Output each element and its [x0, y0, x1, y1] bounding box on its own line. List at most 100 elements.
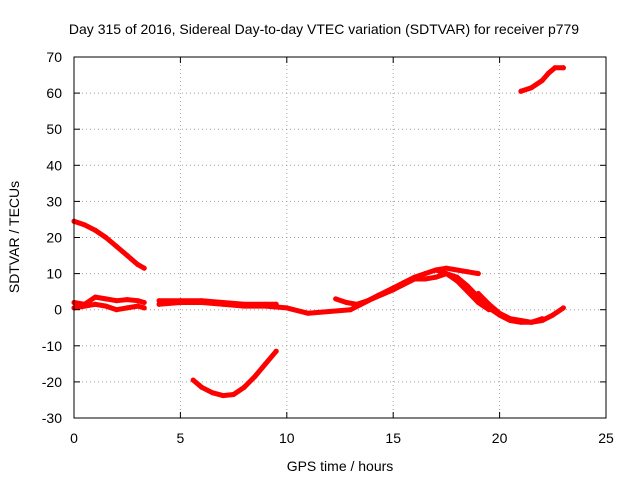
data-point	[199, 384, 205, 390]
data-point	[454, 267, 460, 273]
data-point	[539, 316, 545, 322]
data-point	[507, 316, 513, 322]
data-point	[552, 65, 558, 71]
chart-title: Day 315 of 2016, Sidereal Day-to-day VTE…	[69, 21, 579, 37]
x-tick-label: 0	[70, 430, 78, 446]
series-track-f	[333, 265, 481, 307]
data-point	[475, 271, 481, 277]
data-point	[273, 301, 279, 307]
data-point	[190, 377, 196, 383]
data-point	[114, 298, 120, 304]
axis-ticks	[73, 56, 607, 419]
x-tick-label: 25	[598, 430, 614, 446]
series-track-g	[433, 267, 492, 313]
data-point	[486, 301, 492, 307]
data-point	[92, 294, 98, 300]
y-tick-label: -30	[42, 410, 62, 426]
data-point	[443, 265, 449, 271]
data-point	[497, 310, 503, 316]
data-point	[241, 384, 247, 390]
y-tick-label: 60	[46, 85, 62, 101]
y-tick-label: 30	[46, 193, 62, 209]
data-point	[252, 374, 258, 379]
data-point	[103, 296, 109, 302]
data-series	[71, 65, 566, 399]
data-point	[156, 298, 162, 304]
data-point	[539, 78, 545, 83]
data-point	[475, 291, 481, 296]
data-point	[305, 310, 311, 316]
data-point	[560, 65, 566, 71]
x-tick-label: 15	[385, 430, 401, 446]
x-tick-labels: 0 5 10 15 20 25	[70, 430, 614, 446]
data-point	[465, 269, 471, 275]
series-track-a	[71, 218, 147, 271]
series-line	[71, 218, 147, 271]
data-point	[433, 267, 439, 273]
data-point	[529, 319, 534, 325]
y-tick-label: 0	[54, 302, 62, 318]
data-point	[284, 305, 290, 311]
data-point	[135, 303, 141, 309]
data-point	[401, 280, 407, 286]
data-point	[518, 318, 524, 323]
data-point	[454, 278, 460, 284]
data-point	[390, 285, 396, 291]
data-point	[422, 271, 428, 277]
data-point	[141, 305, 147, 311]
data-point	[263, 301, 268, 307]
data-point	[124, 305, 130, 311]
data-point	[529, 85, 534, 91]
data-point	[220, 300, 226, 305]
data-point	[114, 307, 120, 313]
data-point	[141, 265, 147, 271]
x-axis-label: GPS time / hours	[287, 458, 394, 474]
y-tick-labels: -30 -20 -10 0 10 20 30 40 50 60 70	[42, 49, 62, 426]
data-point	[92, 301, 98, 307]
data-point	[135, 298, 141, 304]
data-point	[550, 312, 556, 318]
data-point	[326, 309, 332, 314]
data-point	[135, 262, 141, 268]
x-tick-label: 20	[492, 430, 508, 446]
x-tick-label: 5	[177, 430, 185, 446]
data-point	[263, 361, 268, 367]
data-point	[475, 300, 481, 305]
y-tick-label: 10	[46, 266, 62, 282]
data-point	[412, 274, 417, 280]
data-point	[141, 300, 147, 305]
data-point	[231, 392, 237, 397]
x-tick-label: 10	[279, 430, 295, 446]
data-point	[354, 301, 360, 307]
series-line	[190, 348, 279, 399]
series-track-e	[156, 298, 279, 307]
y-tick-label: 70	[46, 49, 62, 65]
y-tick-label: -20	[42, 374, 62, 390]
data-point	[365, 298, 371, 304]
gridlines	[74, 57, 606, 418]
series-track-j	[518, 65, 566, 94]
y-tick-label: 20	[46, 230, 62, 246]
data-point	[103, 235, 109, 240]
data-point	[333, 296, 339, 302]
data-point	[82, 303, 88, 309]
y-tick-label: 40	[46, 157, 62, 173]
data-point	[375, 292, 381, 298]
series-track-c	[71, 301, 147, 313]
data-point	[241, 301, 247, 307]
data-point	[220, 393, 226, 399]
data-point	[124, 297, 130, 303]
data-point	[103, 303, 109, 309]
y-tick-label: -10	[42, 338, 62, 354]
data-point	[199, 298, 205, 304]
y-axis-label: SDTVAR / TECUs	[6, 181, 22, 293]
data-point	[518, 88, 524, 94]
data-point	[82, 222, 88, 228]
data-point	[560, 305, 566, 311]
data-point	[443, 271, 449, 277]
data-point	[209, 390, 215, 396]
series-track-i	[190, 348, 279, 399]
y-tick-label: 50	[46, 121, 62, 137]
data-point	[343, 300, 349, 305]
